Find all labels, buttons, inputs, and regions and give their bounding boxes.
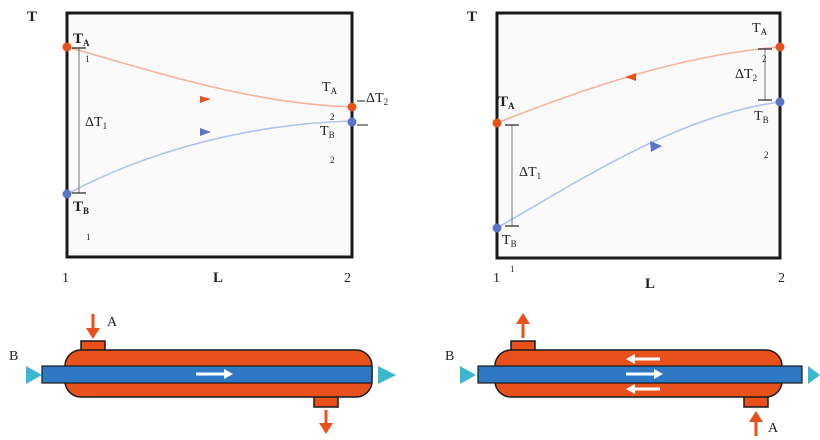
parallel-tb1-label: TB [73, 199, 89, 216]
parallel-cold-direction-arrow [200, 128, 211, 136]
parallel-exchanger: A B [9, 314, 396, 434]
counter-tube-flow-arrow [654, 369, 663, 379]
parallel-hot-direction-arrow [200, 96, 211, 103]
parallel-label-b: B [9, 349, 18, 364]
parallel-ta2-index: 2 [330, 112, 335, 122]
counter-tb-point [492, 223, 502, 233]
counter-dt2-label: ΔT2 [735, 67, 757, 83]
counter-ta-out-point [492, 118, 502, 128]
counter-label-b: B [445, 349, 454, 364]
parallel-flow-plot: T L 1 2 TA 1 ΔT1 TB 1 TA 2 TB 2 ΔT2 [27, 9, 388, 286]
counter-tb-left-label: TB [502, 233, 517, 249]
parallel-tb2-label: TB [320, 124, 335, 140]
parallel-b-inlet-arrow [26, 366, 42, 384]
parallel-hot-curve [66, 46, 353, 108]
counter-plot-frame [495, 11, 782, 260]
parallel-tick-start: 1 [62, 271, 69, 286]
counter-ta-in-point [775, 42, 785, 52]
parallel-axis-l: L [213, 270, 223, 286]
parallel-tb1-index: 1 [86, 232, 91, 242]
parallel-ta1-index: 1 [85, 54, 90, 64]
parallel-plot-frame [65, 11, 354, 259]
counter-dt1-label: ΔT1 [519, 165, 541, 181]
counter-exchanger: A B [445, 313, 820, 436]
parallel-ta2-point [347, 102, 357, 112]
parallel-ta1-point [62, 42, 72, 52]
parallel-tb2-point [347, 117, 357, 127]
parallel-tb1-point [62, 189, 72, 199]
counter-tick-end: 2 [778, 271, 785, 286]
counter-ta-left-label: TA [498, 94, 515, 111]
counter-a-outlet-arrow [516, 313, 530, 324]
counter-tb-out-point [775, 97, 785, 107]
counter-b-outlet-arrow [808, 366, 820, 384]
counter-cold-curve [496, 101, 781, 229]
counter-axis-t: T [467, 9, 477, 25]
parallel-a-inlet-arrow [86, 328, 100, 339]
counter-flow-plot: T L 1 1 2 TA ΔT1 TB TA 2 ΔT2 TB 2 [467, 9, 785, 292]
counter-tick-start: 1 [493, 271, 500, 286]
parallel-tb2-index: 2 [330, 155, 335, 165]
counter-label-a: A [768, 421, 779, 436]
counter-shell-flow-arrow-bottom [626, 384, 635, 394]
counter-tb-right-index: 2 [764, 150, 769, 160]
parallel-ta2-label: TA [322, 80, 338, 96]
parallel-a-outlet-arrow [319, 423, 333, 434]
parallel-axis-t: T [27, 9, 37, 25]
counter-shell-flow-arrow-top [626, 354, 635, 364]
parallel-tick-end: 2 [344, 271, 351, 286]
counter-axis-l: L [645, 276, 655, 292]
counter-tick-start-2: 1 [510, 264, 515, 274]
parallel-b-outlet-arrow [378, 366, 396, 384]
parallel-cold-curve [66, 120, 353, 195]
counter-ta-right-label: TA [752, 21, 768, 37]
parallel-label-a: A [107, 315, 118, 330]
counter-ta-right-index: 2 [762, 54, 767, 64]
counter-a-inlet-arrow [749, 411, 763, 422]
parallel-ta1-label: TA [73, 31, 90, 48]
counter-hot-direction-arrow [625, 73, 636, 81]
parallel-dt1-label: ΔT1 [85, 115, 107, 131]
counter-cold-direction-arrow [650, 141, 662, 152]
parallel-dt2-label: ΔT2 [366, 91, 388, 107]
counter-b-inlet-arrow [460, 366, 476, 384]
counter-tb-right-label: TB [754, 109, 769, 125]
